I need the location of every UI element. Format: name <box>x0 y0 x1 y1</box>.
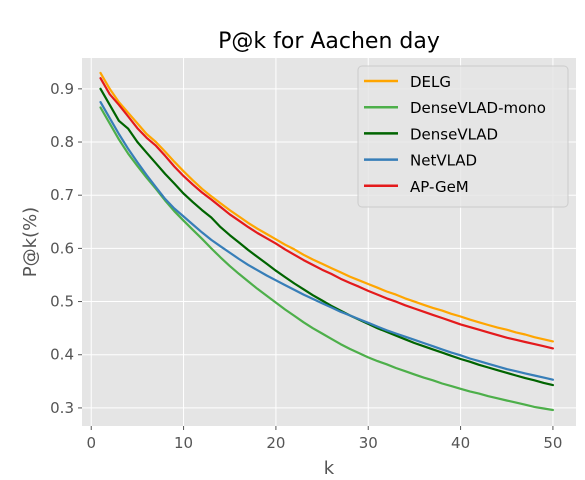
y-tick-label: 0.9 <box>50 80 74 98</box>
x-tick-label: 40 <box>451 434 470 452</box>
legend: DELG DenseVLAD-mono DenseVLAD NetVLAD AP-GeM <box>357 65 569 208</box>
x-axis-ticks: 0 10 20 30 40 50 <box>86 426 562 452</box>
series-lines <box>99 71 555 412</box>
series-line-2 <box>99 106 555 412</box>
series-line-4 <box>99 100 555 381</box>
series-line-5 <box>99 77 555 350</box>
x-tick-label: 10 <box>174 434 193 452</box>
series-line-1 <box>99 71 555 343</box>
x-tick-label: 30 <box>359 434 378 452</box>
legend-label: NetVLAD <box>410 152 477 170</box>
y-tick-label: 0.6 <box>50 239 74 257</box>
legend-label: AP-GeM <box>410 178 469 196</box>
series-line-3 <box>99 87 555 387</box>
legend-label: DELG <box>410 73 451 91</box>
x-tick-label: 50 <box>543 434 562 452</box>
y-axis-label: P@k(%) <box>20 207 41 277</box>
y-tick-label: 0.7 <box>50 186 74 204</box>
y-tick-label: 0.4 <box>50 346 74 364</box>
legend-label: DenseVLAD <box>410 125 498 143</box>
legend-label: DenseVLAD-mono <box>410 99 546 117</box>
y-tick-label: 0.5 <box>50 293 74 311</box>
x-tick-label: 0 <box>86 434 96 452</box>
legend-box <box>357 65 569 208</box>
x-axis-label: k <box>324 458 335 479</box>
y-axis-ticks: 0.3 0.4 0.5 0.6 0.7 0.8 0.9 <box>50 80 82 417</box>
y-tick-label: 0.8 <box>50 133 74 151</box>
x-tick-label: 20 <box>266 434 285 452</box>
y-tick-label: 0.3 <box>50 399 74 417</box>
chart-title: P@k for Aachen day <box>218 29 440 54</box>
